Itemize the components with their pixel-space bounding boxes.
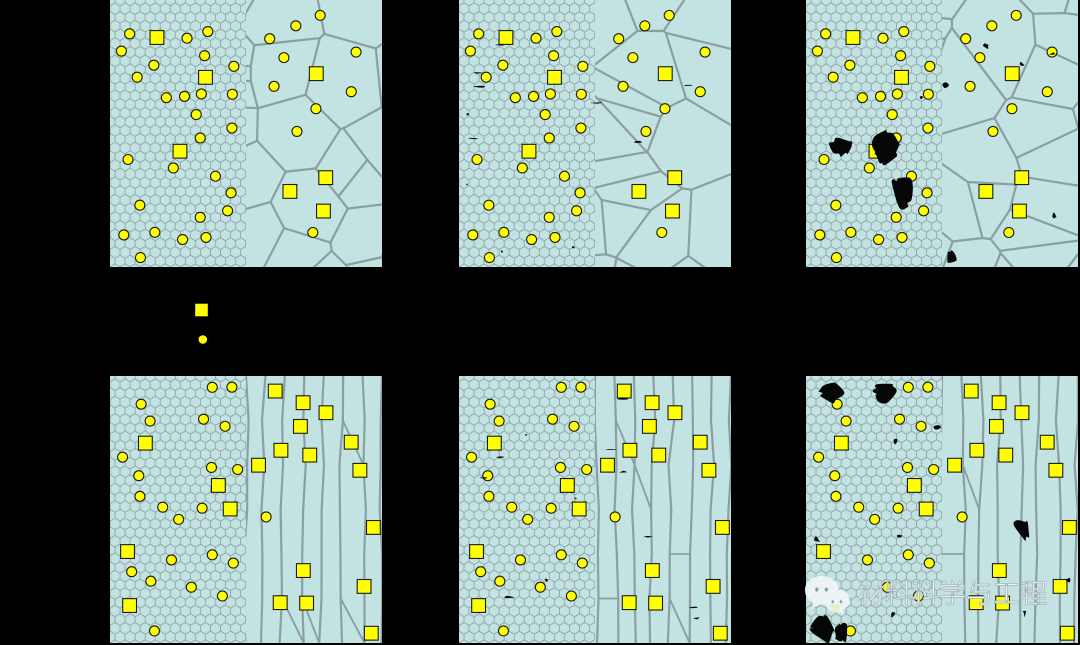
svg-text:材料科学与工程: 材料科学与工程	[858, 579, 1047, 609]
